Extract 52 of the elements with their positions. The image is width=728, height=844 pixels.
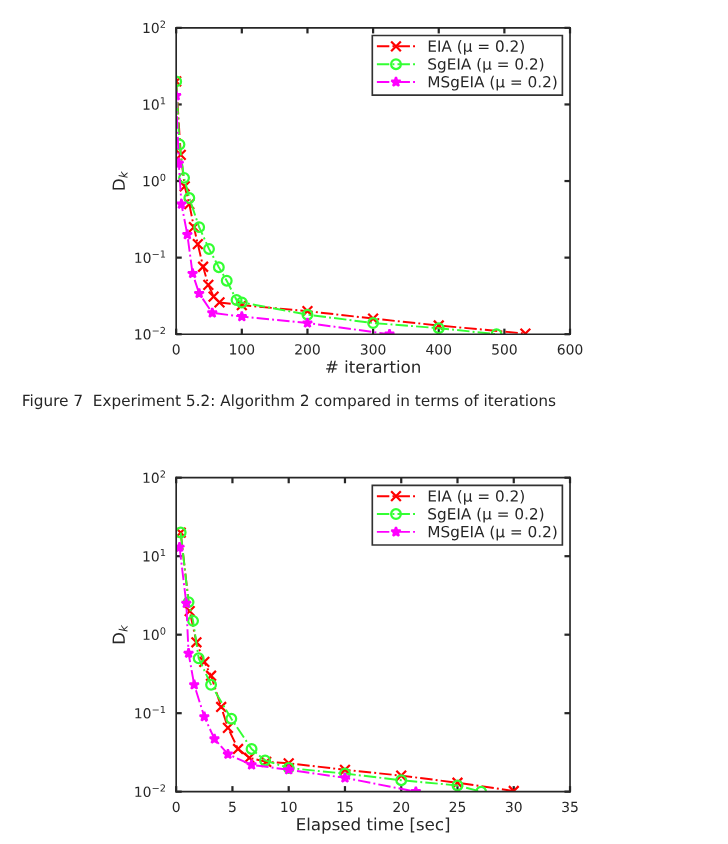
point (198, 710, 211, 722)
point (213, 296, 226, 309)
y-axis-title: D$_{k}$ (112, 624, 128, 644)
point (182, 647, 195, 659)
point (191, 238, 204, 251)
point (395, 769, 408, 782)
point (188, 678, 200, 690)
point (367, 317, 380, 329)
point (183, 605, 196, 618)
point (245, 758, 258, 770)
point (301, 317, 314, 329)
point (176, 148, 187, 161)
point (206, 306, 219, 318)
point (395, 774, 408, 787)
point (186, 267, 199, 279)
point (178, 180, 191, 193)
point (203, 242, 215, 255)
point (193, 221, 206, 234)
point (190, 636, 203, 649)
x-axis-title: Elapsed time [sec] (297, 817, 450, 834)
point (205, 669, 218, 682)
point (197, 260, 210, 273)
point (245, 743, 258, 755)
point (176, 541, 186, 553)
point (212, 261, 225, 274)
point (202, 278, 215, 291)
point (222, 748, 234, 760)
point (236, 310, 248, 322)
point (205, 678, 218, 691)
point (192, 652, 205, 665)
point (243, 751, 256, 764)
point (198, 655, 211, 668)
point (367, 312, 380, 325)
y-axis-title: D$_{k}$ (112, 171, 128, 190)
point (187, 221, 200, 234)
point (187, 614, 200, 627)
point (208, 732, 221, 744)
point (220, 274, 233, 287)
point (176, 138, 186, 151)
point (207, 290, 220, 303)
point (176, 198, 188, 210)
point (193, 287, 205, 299)
x-axis-title: # iterartion (326, 360, 420, 374)
point (232, 743, 245, 755)
point (215, 700, 228, 713)
point (230, 294, 243, 306)
point (178, 171, 191, 184)
point (183, 192, 196, 204)
point (183, 198, 196, 211)
point (225, 712, 238, 725)
point (181, 228, 194, 240)
point (221, 721, 234, 734)
